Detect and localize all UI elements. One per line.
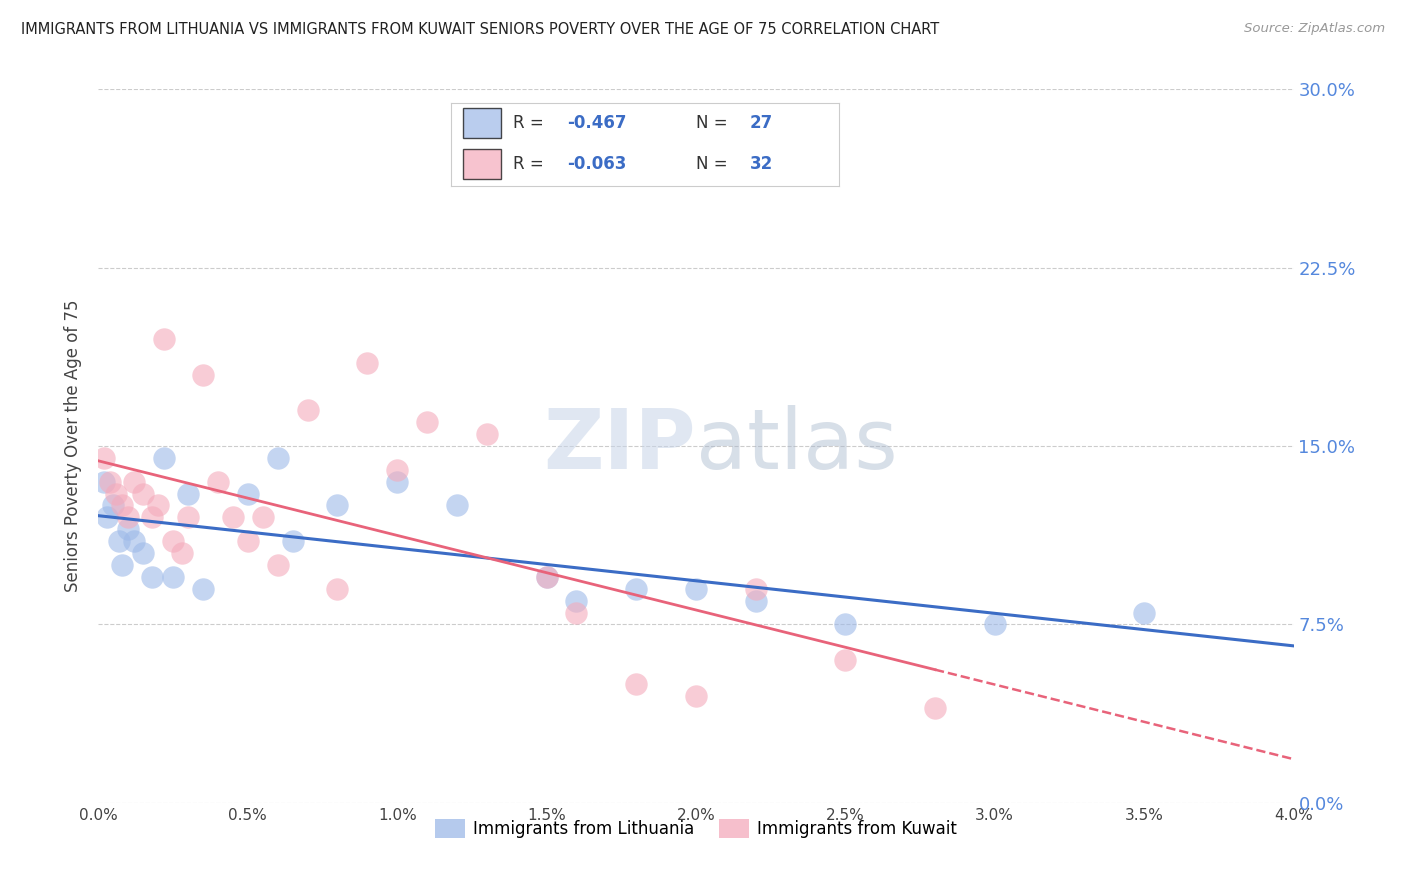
Point: [834, 653, 856, 667]
Point: [162, 534, 184, 549]
Point: [93, 450, 115, 465]
Point: [385, 475, 409, 489]
Text: IMMIGRANTS FROM LITHUANIA VS IMMIGRANTS FROM KUWAIT SENIORS POVERTY OVER THE AGE: IMMIGRANTS FROM LITHUANIA VS IMMIGRANTS …: [21, 22, 939, 37]
Point: [141, 570, 163, 584]
Point: [267, 450, 290, 465]
Point: [297, 403, 319, 417]
Point: [834, 617, 856, 632]
Point: [172, 546, 194, 560]
Point: [98, 475, 122, 489]
Point: [236, 486, 259, 500]
Point: [565, 593, 588, 607]
Point: [96, 510, 118, 524]
Text: Source: ZipAtlas.com: Source: ZipAtlas.com: [1244, 22, 1385, 36]
Point: [222, 510, 245, 524]
Point: [475, 427, 498, 442]
Point: [153, 332, 176, 346]
Y-axis label: Seniors Poverty Over the Age of 75: Seniors Poverty Over the Age of 75: [65, 300, 83, 592]
Point: [108, 534, 131, 549]
Point: [148, 499, 170, 513]
Legend: Immigrants from Lithuania, Immigrants from Kuwait: Immigrants from Lithuania, Immigrants fr…: [427, 812, 965, 845]
Point: [685, 689, 707, 703]
Point: [626, 582, 648, 596]
Point: [207, 475, 229, 489]
Text: ZIP: ZIP: [544, 406, 696, 486]
Point: [236, 534, 259, 549]
Point: [685, 582, 707, 596]
Point: [356, 356, 378, 370]
Point: [132, 546, 155, 560]
Point: [745, 582, 768, 596]
Point: [446, 499, 468, 513]
Point: [416, 415, 439, 429]
Point: [177, 486, 200, 500]
Point: [252, 510, 274, 524]
Point: [132, 486, 155, 500]
Point: [162, 570, 184, 584]
Point: [124, 475, 146, 489]
Point: [177, 510, 200, 524]
Point: [984, 617, 1007, 632]
Point: [117, 510, 139, 524]
Text: atlas: atlas: [696, 406, 897, 486]
Point: [93, 475, 115, 489]
Point: [141, 510, 163, 524]
Point: [117, 522, 139, 536]
Point: [924, 700, 946, 714]
Point: [536, 570, 558, 584]
Point: [626, 677, 648, 691]
Point: [385, 463, 409, 477]
Point: [281, 534, 304, 549]
Point: [105, 486, 128, 500]
Point: [191, 368, 214, 382]
Point: [267, 558, 290, 572]
Point: [111, 558, 134, 572]
Point: [565, 606, 588, 620]
Point: [326, 499, 349, 513]
Point: [1133, 606, 1156, 620]
Point: [153, 450, 176, 465]
Point: [103, 499, 125, 513]
Point: [111, 499, 134, 513]
Point: [191, 582, 214, 596]
Point: [326, 582, 349, 596]
Point: [536, 570, 558, 584]
Point: [124, 534, 146, 549]
Point: [745, 593, 768, 607]
